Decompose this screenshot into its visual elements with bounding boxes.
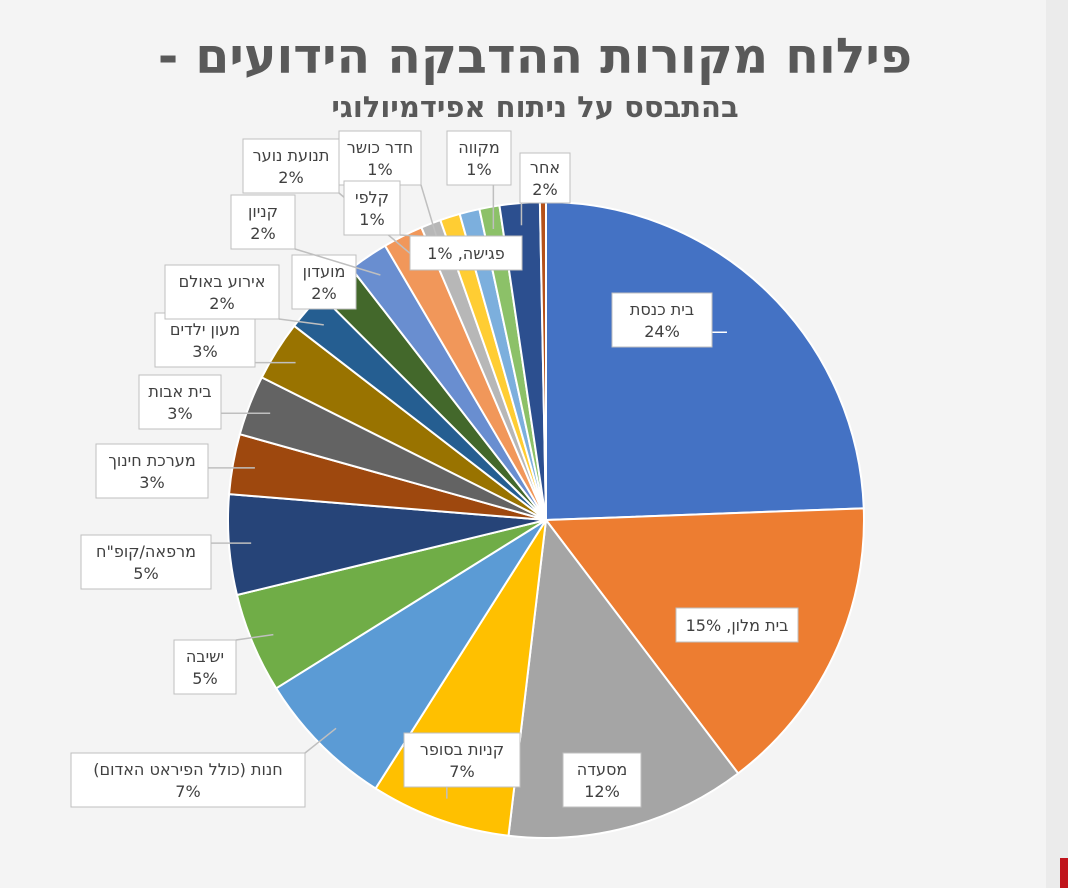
slice-label-name: תנועת נוער — [253, 146, 330, 165]
label-box — [230, 194, 296, 250]
slice-label-name: מקווה — [458, 138, 499, 157]
slice-label-name: קניות בסופר — [420, 740, 504, 759]
pie-slice — [274, 519, 547, 790]
slice-label-value: 3% — [139, 473, 164, 492]
slice-label-name: אירוע באולם — [179, 272, 266, 291]
slice-label: קניות בסופר 7% — [403, 732, 521, 799]
slice-label: מסעדה 12% — [562, 752, 642, 808]
label-box — [611, 292, 713, 348]
slice-label: חדר כושר 1% — [338, 130, 440, 245]
slice-label-name: קלפי — [355, 188, 389, 207]
label-box — [562, 752, 642, 808]
label-box — [403, 732, 521, 788]
label-leader-line — [278, 318, 324, 326]
slice-label: קלפי 1% — [343, 180, 457, 239]
slice-label-text: פגישה, 1% — [427, 244, 505, 263]
label-box — [138, 374, 222, 430]
slice-label-text: בית מלון, 15% — [686, 616, 789, 635]
slice-label-value: 7% — [175, 782, 200, 801]
slice-label: מועדון 2% — [291, 254, 357, 310]
label-box — [343, 180, 401, 236]
side-strip — [1046, 0, 1068, 888]
label-leader-line — [304, 727, 337, 754]
slice-label-name: חנות (כולל הפיראט האדום) — [93, 760, 282, 779]
corner-mark — [1060, 858, 1068, 888]
slice-label: מערכת חינוך 3% — [95, 443, 255, 499]
slice-label: מקווה 1% — [446, 130, 512, 229]
slice-label-value: 2% — [311, 284, 336, 303]
slice-label-value: 3% — [167, 404, 192, 423]
slice-label-value: 1% — [359, 210, 384, 229]
slice-label-value: 5% — [133, 564, 158, 583]
label-box — [173, 639, 237, 695]
slice-label-name: מערכת חינוך — [108, 451, 195, 470]
slice-label: מרפאה/קופ"ח 5% — [80, 534, 252, 590]
slice-label: בית כנסת 24% — [611, 292, 727, 348]
label-box — [95, 443, 209, 499]
slice-label-value: 2% — [209, 294, 234, 313]
slice-label-name: מעון ילדים — [170, 320, 240, 339]
label-box — [338, 130, 422, 186]
slice-label-value: 1% — [466, 160, 491, 179]
label-leader-line — [235, 633, 274, 641]
slice-label-value: 2% — [250, 224, 275, 243]
label-box — [446, 130, 512, 186]
label-box — [675, 607, 799, 643]
slice-label-name: חדר כושר — [347, 138, 414, 157]
label-box — [164, 264, 280, 320]
slice-label-name: אחר — [530, 158, 560, 177]
label-box — [519, 152, 571, 204]
slice-label: פגישה, 1% — [409, 235, 523, 271]
slice-label-value: 24% — [644, 322, 680, 341]
chart-title: פילוח מקורות ההדבקה הידועים - — [157, 28, 913, 85]
slice-label-value: 1% — [367, 160, 392, 179]
label-leader-line — [294, 248, 381, 276]
slice-label-name: בית אבות — [148, 382, 211, 401]
slice-label: בית אבות 3% — [138, 374, 271, 430]
slice-label-value: 5% — [192, 669, 217, 688]
label-leader-line — [420, 184, 440, 245]
slice-label: אחר 2% — [519, 152, 571, 226]
slice-label: בית מלון, 15% — [675, 607, 799, 643]
slice-label-value: 2% — [532, 180, 557, 199]
slice-label-name: ישיבה — [186, 647, 224, 666]
slice-label-name: מסעדה — [577, 760, 627, 779]
label-box — [409, 235, 523, 271]
slice-label-name: מועדון — [303, 262, 346, 281]
slice-label: חנות (כולל הפיראט האדום) 7% — [70, 727, 337, 808]
label-box — [242, 138, 340, 194]
slice-label-value: 3% — [192, 342, 217, 361]
slice-label-name: בית כנסת — [630, 300, 694, 319]
slice-label-value: 2% — [278, 168, 303, 187]
pie-slice — [545, 200, 865, 522]
slice-label-name: קניון — [248, 202, 278, 221]
label-box — [80, 534, 212, 590]
slice-label: אירוע באולם 2% — [164, 264, 324, 326]
slice-label: מעון ילדים 3% — [154, 312, 296, 368]
slice-label: ישיבה 5% — [173, 633, 274, 695]
slice-label: קניון 2% — [230, 194, 381, 276]
label-box — [154, 312, 256, 368]
label-box — [70, 752, 306, 808]
slice-label-value: 7% — [449, 762, 474, 781]
slice-label-value: 12% — [584, 782, 620, 801]
chart-subtitle: בהתבסס על ניתוח אפידמיולוגי — [331, 90, 739, 124]
slice-label-name: מרפאה/קופ"ח — [96, 542, 196, 561]
